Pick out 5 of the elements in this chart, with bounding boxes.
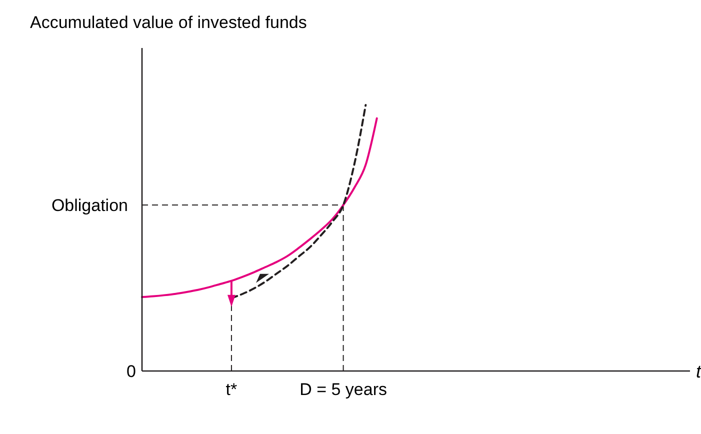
y-axis-title: Accumulated value of invested funds (30, 13, 307, 32)
text: 0 (126, 362, 136, 381)
ref-line-label: Obligation (51, 196, 128, 215)
x-tick-label: D = 5 years (300, 380, 388, 399)
x-tick-label: t* (226, 380, 238, 399)
